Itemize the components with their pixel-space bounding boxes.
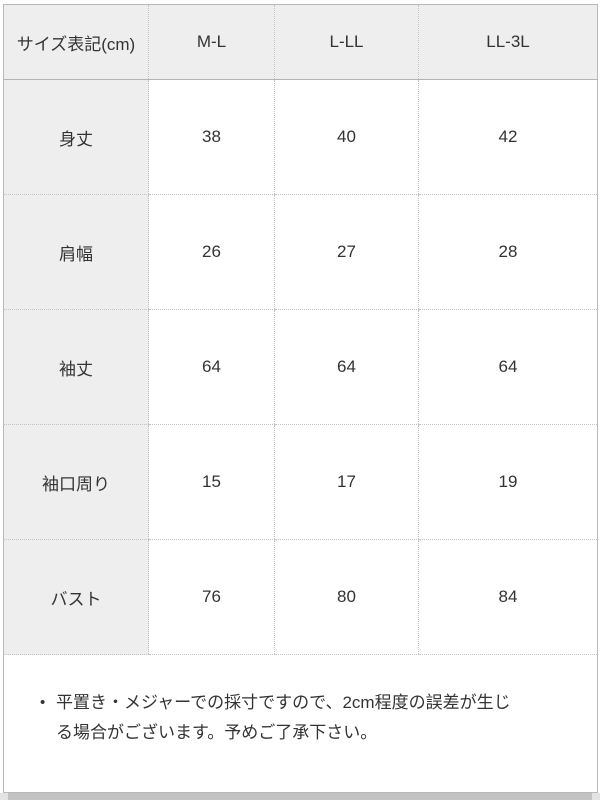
size-chart-container: サイズ表記(cm) M-L L-LL LL-3L 身丈 38 40 42 肩幅 … <box>3 4 598 793</box>
row-label: 身丈 <box>3 79 149 195</box>
row-label: 袖口周り <box>3 424 149 540</box>
table-cell: 40 <box>274 79 419 195</box>
table-cell: 27 <box>274 194 419 310</box>
header-size-l-ll: L-LL <box>274 4 419 80</box>
bullet-icon: • <box>40 693 46 711</box>
row-label: 肩幅 <box>3 194 149 310</box>
header-row: サイズ表記(cm) M-L L-LL LL-3L <box>3 4 598 80</box>
table-cell: 26 <box>148 194 275 310</box>
table-cell: 80 <box>274 539 419 655</box>
size-chart-table: サイズ表記(cm) M-L L-LL LL-3L 身丈 38 40 42 肩幅 … <box>3 4 598 793</box>
header-size-ll-3l: LL-3L <box>418 4 598 80</box>
row-label: 袖丈 <box>3 309 149 425</box>
header-size-m-l: M-L <box>148 4 275 80</box>
measurement-note-text: 平置き・メジャーでの採寸ですので、2cm程度の誤差が生じる場合がございます。予め… <box>56 692 511 742</box>
table-row-cuff-circumference: 袖口周り 15 17 19 <box>3 424 598 540</box>
table-row-sleeve-length: 袖丈 64 64 64 <box>3 309 598 425</box>
table-cell: 15 <box>148 424 275 540</box>
table-cell: 64 <box>418 309 598 425</box>
measurement-note-row: • 平置き・メジャーでの採寸ですので、2cm程度の誤差が生じる場合がございます。… <box>3 654 598 793</box>
scrollbar-right-button[interactable] <box>592 793 600 800</box>
table-row-body-length: 身丈 38 40 42 <box>3 79 598 195</box>
table-row-shoulder-width: 肩幅 26 27 28 <box>3 194 598 310</box>
table-cell: 64 <box>274 309 419 425</box>
table-cell: 76 <box>148 539 275 655</box>
table-cell: 19 <box>418 424 598 540</box>
table-cell: 84 <box>418 539 598 655</box>
measurement-note-cell: • 平置き・メジャーでの採寸ですので、2cm程度の誤差が生じる場合がございます。… <box>3 654 598 793</box>
scrollbar-left-button[interactable] <box>0 793 8 800</box>
table-cell: 64 <box>148 309 275 425</box>
table-cell: 17 <box>274 424 419 540</box>
header-size-notation: サイズ表記(cm) <box>3 4 149 80</box>
measurement-note: • 平置き・メジャーでの採寸ですので、2cm程度の誤差が生じる場合がございます。… <box>40 688 525 748</box>
row-label: バスト <box>3 539 149 655</box>
table-cell: 38 <box>148 79 275 195</box>
table-cell: 42 <box>418 79 598 195</box>
table-cell: 28 <box>418 194 598 310</box>
table-row-bust: バスト 76 80 84 <box>3 539 598 655</box>
horizontal-scrollbar[interactable] <box>0 793 600 800</box>
